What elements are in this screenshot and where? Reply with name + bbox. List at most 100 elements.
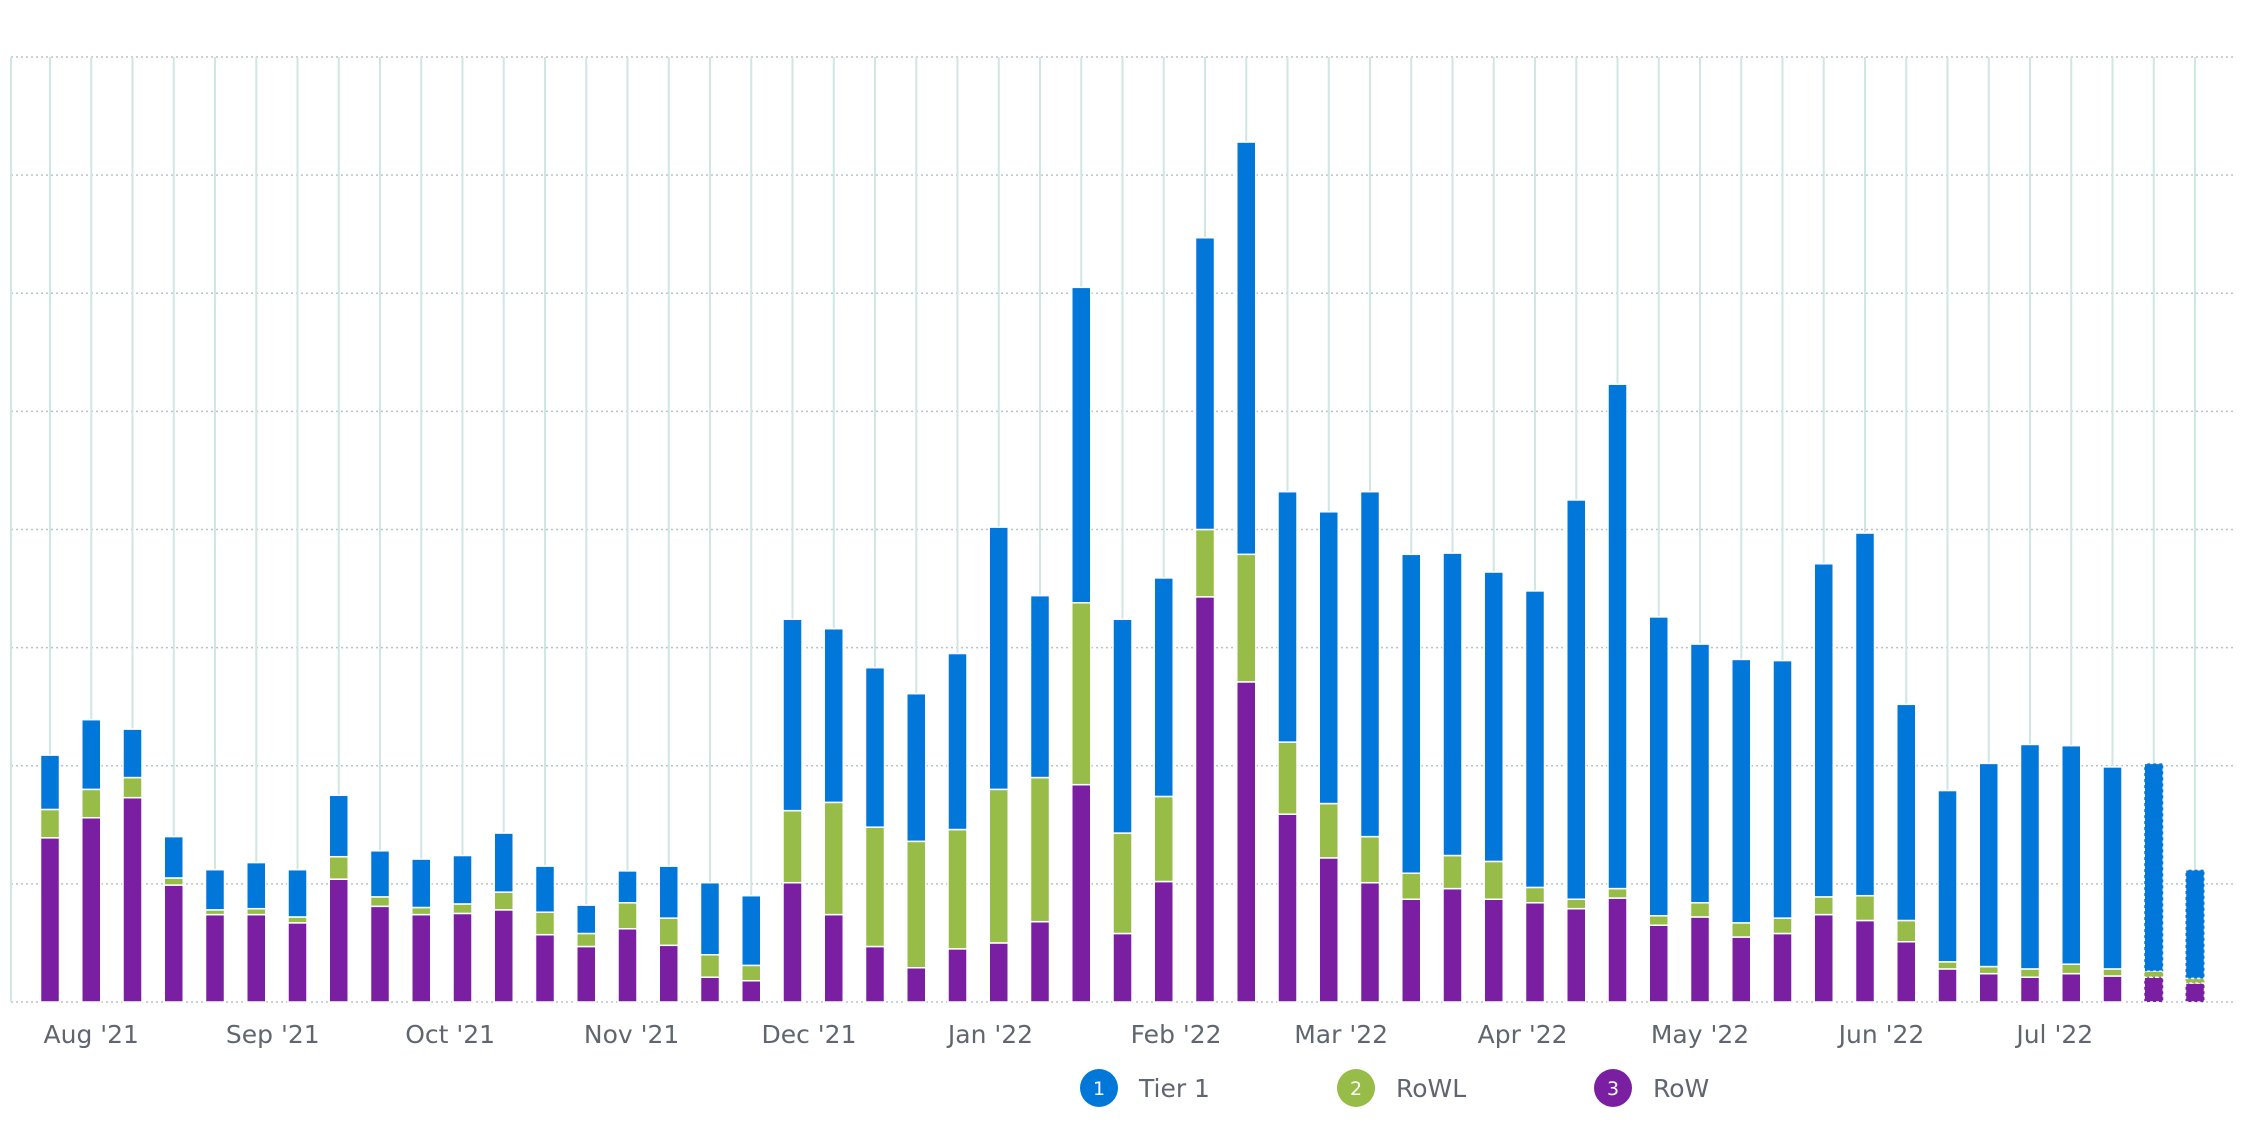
bar-segment-tier-1[interactable]	[39, 754, 61, 811]
bar-segment-row[interactable]	[1896, 941, 1917, 1003]
bar-segment-row[interactable]	[1194, 596, 1216, 1003]
bar-segment-row[interactable]	[1401, 898, 1422, 1003]
bar-segment-rowl[interactable]	[39, 808, 61, 839]
bar-segment-rowl[interactable]	[1442, 854, 1463, 890]
bar-segment-row[interactable]	[2102, 975, 2123, 1003]
bar-segment-row[interactable]	[204, 913, 226, 1003]
bar-segment-rowl[interactable]	[2184, 977, 2206, 984]
bar-segment-row[interactable]	[617, 928, 638, 1003]
bar-segment-rowl[interactable]	[741, 964, 762, 982]
bar-segment-rowl[interactable]	[534, 911, 556, 936]
bar-segment-tier-1[interactable]	[1689, 643, 1711, 904]
bar-segment-row[interactable]	[1566, 907, 1587, 1003]
bar-segment-row[interactable]	[1772, 932, 1793, 1003]
bar-segment-tier-1[interactable]	[2102, 766, 2123, 970]
bar-segment-tier-1[interactable]	[2019, 743, 2041, 970]
bar-segment-rowl[interactable]	[576, 932, 597, 948]
bar-segment-tier-1[interactable]	[1318, 511, 1339, 805]
bar-segment-row[interactable]	[1318, 857, 1339, 1003]
bar-segment-row[interactable]	[39, 837, 61, 1003]
bar-segment-tier-1[interactable]	[1277, 490, 1298, 743]
bar-segment-rowl[interactable]	[2061, 963, 2082, 975]
bar-segment-rowl[interactable]	[163, 877, 184, 886]
bar-segment-tier-1[interactable]	[947, 652, 968, 831]
bar-segment-tier-1[interactable]	[411, 858, 432, 909]
bar-segment-rowl[interactable]	[1318, 802, 1339, 859]
bar-segment-rowl[interactable]	[699, 954, 721, 978]
bar-segment-tier-1[interactable]	[204, 868, 226, 911]
bar-segment-tier-1[interactable]	[287, 868, 308, 918]
bar-segment-rowl[interactable]	[906, 840, 927, 969]
bar-segment-rowl[interactable]	[246, 907, 267, 916]
bar-segment-rowl[interactable]	[1359, 835, 1381, 884]
bar-segment-rowl[interactable]	[1277, 741, 1298, 815]
bar-segment-row[interactable]	[411, 913, 432, 1003]
bar-segment-rowl[interactable]	[1112, 832, 1133, 935]
bar-segment-rowl[interactable]	[1978, 965, 1999, 975]
bar-segment-tier-1[interactable]	[741, 894, 762, 967]
bar-segment-row[interactable]	[369, 905, 391, 1003]
bar-segment-rowl[interactable]	[1071, 601, 1092, 786]
bar-segment-row[interactable]	[1071, 783, 1092, 1003]
bar-segment-tier-1[interactable]	[1813, 563, 1834, 898]
bar-segment-tier-1[interactable]	[1483, 571, 1504, 863]
bar-segment-tier-1[interactable]	[1937, 789, 1958, 963]
bar-segment-row[interactable]	[1236, 681, 1257, 1003]
bar-segment-row[interactable]	[1731, 936, 1752, 1003]
bar-segment-row[interactable]	[1854, 919, 1876, 1003]
bar-segment-rowl[interactable]	[452, 903, 473, 915]
bar-segment-tier-1[interactable]	[1359, 490, 1381, 838]
bar-segment-row[interactable]	[2061, 972, 2082, 1003]
bar-segment-tier-1[interactable]	[1071, 286, 1092, 604]
bar-segment-row[interactable]	[741, 979, 762, 1003]
bar-segment-rowl[interactable]	[1236, 553, 1257, 683]
bar-segment-tier-1[interactable]	[246, 861, 267, 910]
bar-segment-row[interactable]	[1607, 897, 1628, 1003]
bar-segment-tier-1[interactable]	[1442, 552, 1463, 857]
bar-segment-row[interactable]	[1483, 898, 1504, 1003]
bar-segment-tier-1[interactable]	[782, 618, 803, 812]
bar-segment-tier-1[interactable]	[1153, 577, 1174, 798]
bar-segment-row[interactable]	[1112, 932, 1133, 1003]
bar-segment-rowl[interactable]	[1029, 776, 1051, 923]
bar-segment-rowl[interactable]	[1607, 887, 1628, 899]
bar-segment-row[interactable]	[1937, 968, 1958, 1003]
bar-segment-row[interactable]	[823, 913, 844, 1003]
bar-segment-tier-1[interactable]	[122, 728, 143, 779]
bar-segment-row[interactable]	[1978, 972, 1999, 1003]
bar-segment-row[interactable]	[452, 912, 473, 1003]
bar-segment-tier-1[interactable]	[1607, 383, 1628, 890]
bar-segment-tier-1[interactable]	[452, 854, 473, 905]
bar-segment-tier-1[interactable]	[1029, 594, 1051, 779]
bar-segment-tier-1[interactable]	[617, 870, 638, 904]
bar-segment-row[interactable]	[1813, 913, 1834, 1003]
bar-segment-rowl[interactable]	[1483, 860, 1504, 900]
bar-segment-row[interactable]	[699, 976, 721, 1003]
bar-segment-tier-1[interactable]	[576, 904, 597, 935]
bar-segment-rowl[interactable]	[1648, 915, 1669, 926]
bar-segment-tier-1[interactable]	[988, 526, 1009, 791]
bar-segment-tier-1[interactable]	[1524, 590, 1546, 889]
bar-segment-tier-1[interactable]	[369, 850, 391, 898]
bar-segment-row[interactable]	[988, 942, 1009, 1003]
bar-segment-row[interactable]	[658, 944, 679, 1003]
bar-segment-row[interactable]	[1689, 916, 1711, 1003]
bar-segment-tier-1[interactable]	[1854, 532, 1876, 897]
bar-segment-rowl[interactable]	[1689, 902, 1711, 918]
bar-segment-tier-1[interactable]	[2061, 744, 2082, 965]
bar-segment-tier-1[interactable]	[1896, 703, 1917, 922]
bar-segment-rowl[interactable]	[2143, 970, 2164, 978]
bar-segment-row[interactable]	[81, 816, 102, 1003]
bar-segment-tier-1[interactable]	[1566, 499, 1587, 900]
bar-segment-rowl[interactable]	[328, 855, 349, 880]
bar-segment-tier-1[interactable]	[493, 832, 514, 893]
bar-segment-tier-1[interactable]	[534, 865, 556, 913]
bar-segment-rowl[interactable]	[782, 809, 803, 884]
bar-segment-rowl[interactable]	[2102, 968, 2123, 977]
bar-segment-tier-1[interactable]	[1731, 658, 1752, 924]
bar-segment-rowl[interactable]	[369, 896, 391, 908]
bar-segment-row[interactable]	[493, 909, 514, 1003]
bar-segment-tier-1[interactable]	[823, 627, 844, 804]
bar-segment-tier-1[interactable]	[81, 718, 102, 791]
bar-segment-row[interactable]	[1648, 924, 1669, 1003]
